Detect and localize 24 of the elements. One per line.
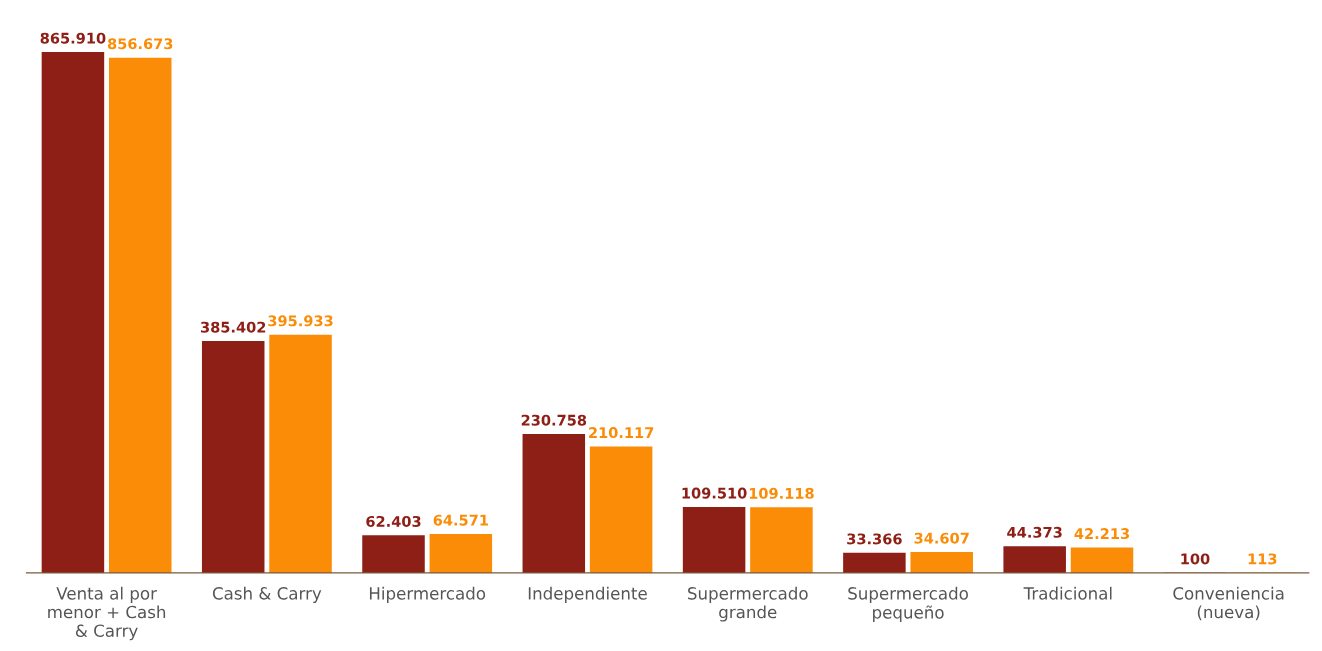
data-label: 109.510	[682, 487, 747, 499]
data-label: 395.933	[268, 315, 333, 327]
data-label: 109.118	[749, 487, 814, 499]
data-label: 856.673	[107, 38, 173, 50]
x-tick-label: Supermercado pequeño	[848, 586, 968, 622]
x-tick-label: Tradicional	[1023, 586, 1112, 600]
data-label: 62.403	[366, 515, 421, 527]
data-label: 33.366	[847, 533, 902, 545]
x-tick-label: Conveniencia (nueva)	[1173, 586, 1284, 621]
data-label: 42.213	[1074, 528, 1129, 540]
x-tick-label: Hipermercado	[369, 586, 486, 603]
data-label: 385.402	[200, 321, 266, 333]
data-label: 210.117	[589, 427, 654, 439]
x-tick-label: Venta al por menor + Cash & Carry	[48, 586, 166, 641]
data-label: 230.758	[521, 414, 587, 426]
data-label: 64.571	[433, 514, 488, 526]
data-label: 113	[1248, 553, 1277, 565]
x-tick-label: Independiente	[528, 586, 647, 603]
data-label: 34.607	[914, 532, 969, 544]
data-label: 44.373	[1007, 526, 1062, 538]
x-tick-label: Cash & Carry	[212, 586, 322, 603]
data-label: 865.910	[40, 32, 106, 44]
data-label: 100	[1181, 553, 1210, 565]
x-tick-label: Supermercado grande	[688, 586, 808, 622]
